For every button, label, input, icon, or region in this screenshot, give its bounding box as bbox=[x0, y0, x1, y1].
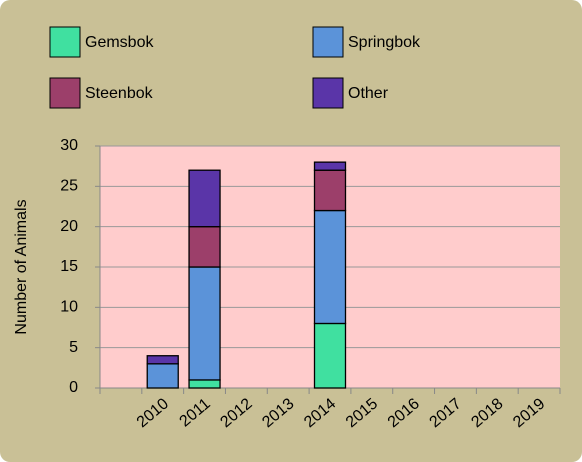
y-tick-label: 10 bbox=[60, 299, 78, 316]
legend-swatch bbox=[312, 26, 344, 58]
y-tick-label: 30 bbox=[60, 137, 78, 154]
bar-segment bbox=[146, 363, 179, 389]
y-tick-label: 15 bbox=[60, 258, 78, 275]
bar-segment bbox=[188, 226, 221, 268]
legend-label: Steenbok bbox=[85, 85, 154, 102]
bar-segment bbox=[313, 322, 347, 389]
y-tick-label: 5 bbox=[69, 339, 78, 356]
legend-swatch bbox=[49, 26, 81, 58]
y-tick-label: 25 bbox=[60, 178, 78, 195]
bar-segment bbox=[313, 169, 347, 212]
bar-segment bbox=[313, 209, 347, 325]
bar-segment bbox=[188, 379, 221, 389]
legend-label: Gemsbok bbox=[85, 34, 154, 51]
bar-segment bbox=[188, 169, 221, 228]
legend-label: Other bbox=[348, 85, 389, 102]
y-axis-label: Number of Animals bbox=[13, 199, 30, 334]
bar-segment bbox=[188, 266, 221, 381]
bar-segment bbox=[313, 161, 347, 171]
y-tick-label: 20 bbox=[60, 218, 78, 235]
legend-swatch bbox=[312, 77, 344, 109]
y-tick-label: 0 bbox=[69, 379, 78, 396]
bar-segment bbox=[146, 355, 179, 365]
legend-swatch bbox=[49, 77, 81, 109]
legend-label: Springbok bbox=[348, 34, 421, 51]
